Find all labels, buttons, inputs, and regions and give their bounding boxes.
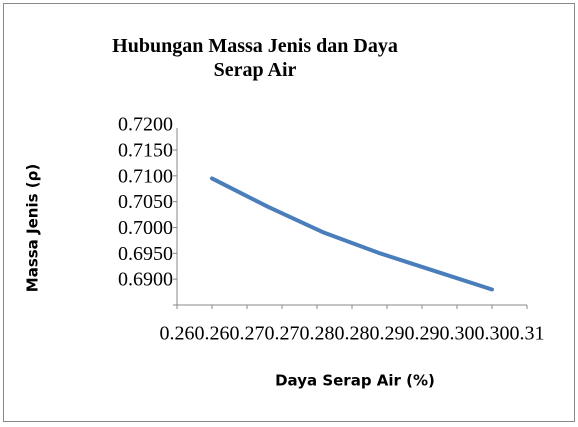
y-tick-label: 0.7150: [118, 139, 173, 161]
data-line: [210, 176, 494, 292]
x-tick-label: 0.26: [195, 323, 230, 345]
y-tick-label: 0.7050: [118, 191, 173, 213]
y-tick-label: 0.7200: [118, 114, 173, 136]
x-tick-label: 0.27: [230, 323, 265, 345]
chart-frame: [3, 3, 575, 422]
x-tick-label: 0.29: [405, 323, 440, 345]
x-axis-title: Daya Serap Air (%): [275, 372, 435, 390]
y-tick-label: 0.7100: [118, 165, 173, 187]
x-tick-label: 0.26: [160, 323, 195, 345]
x-tick-label: 0.28: [335, 323, 370, 345]
x-tick-label: 0.27: [265, 323, 300, 345]
y-axis-title: Massa Jenis (ρ): [24, 164, 42, 292]
y-tick-label: 0.6950: [118, 243, 173, 265]
x-tick-label: 0.29: [370, 323, 405, 345]
x-tick-label: 0.28: [300, 323, 335, 345]
x-tick-label: 0.30: [440, 323, 475, 345]
chart-title: Hubungan Massa Jenis dan Daya Serap Air: [112, 35, 398, 81]
y-tick-label: 0.7000: [118, 217, 173, 239]
y-tick-label: 0.6900: [118, 269, 173, 291]
x-tick-label: 0.30: [475, 323, 510, 345]
x-tick-label: 0.31: [510, 323, 545, 345]
